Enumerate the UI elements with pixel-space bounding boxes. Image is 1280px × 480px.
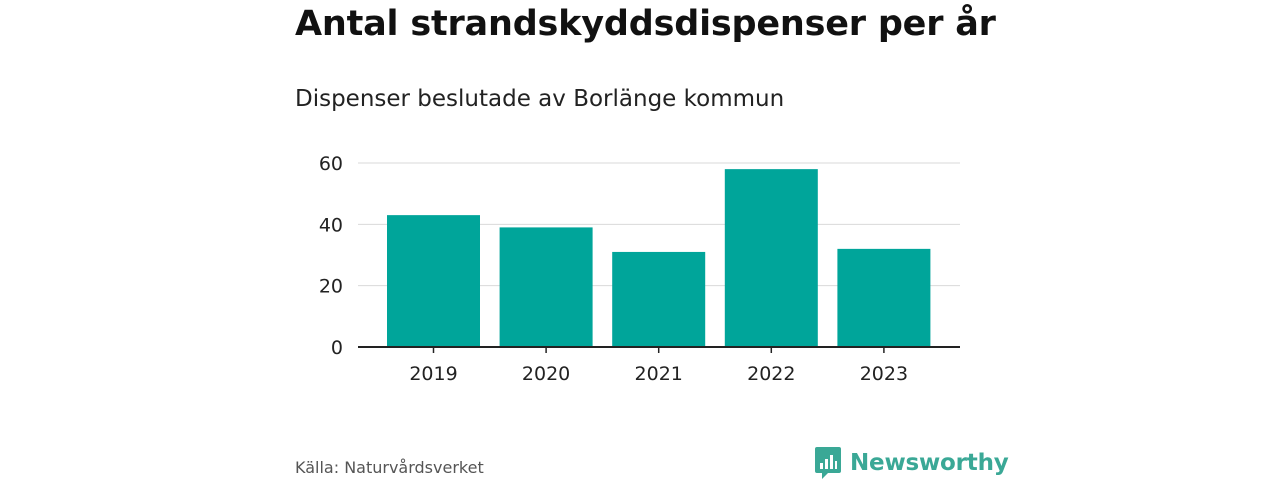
- bar-2019: [387, 215, 480, 347]
- chart-title: Antal strandskyddsdispenser per år: [295, 4, 996, 44]
- y-tick-label: 60: [319, 153, 343, 175]
- bars: [387, 169, 931, 347]
- x-tick-label: 2020: [522, 363, 570, 385]
- x-tick-label: 2022: [747, 363, 795, 385]
- brand-name: Newsworthy: [850, 450, 1009, 476]
- y-tick-label: 40: [319, 214, 343, 236]
- x-tick-label: 2019: [409, 363, 457, 385]
- x-tick-label: 2021: [635, 363, 683, 385]
- source-note: Källa: Naturvårdsverket: [295, 458, 484, 477]
- axes: 0 20 40 60 2019 2020 2021 2022 2023: [319, 153, 960, 385]
- x-tick-label: 2023: [860, 363, 908, 385]
- brand-logo: Newsworthy: [814, 446, 1009, 480]
- bar-2021: [612, 251, 706, 347]
- y-tick-label: 0: [331, 337, 343, 359]
- y-tick-label: 20: [319, 276, 343, 298]
- bar-chart-speech-bubble-icon: [815, 447, 841, 479]
- bar-2023: [837, 248, 931, 347]
- chart-subtitle: Dispenser beslutade av Borlänge kommun: [295, 86, 785, 112]
- bar-2020: [499, 227, 593, 347]
- bar-2022: [724, 169, 818, 347]
